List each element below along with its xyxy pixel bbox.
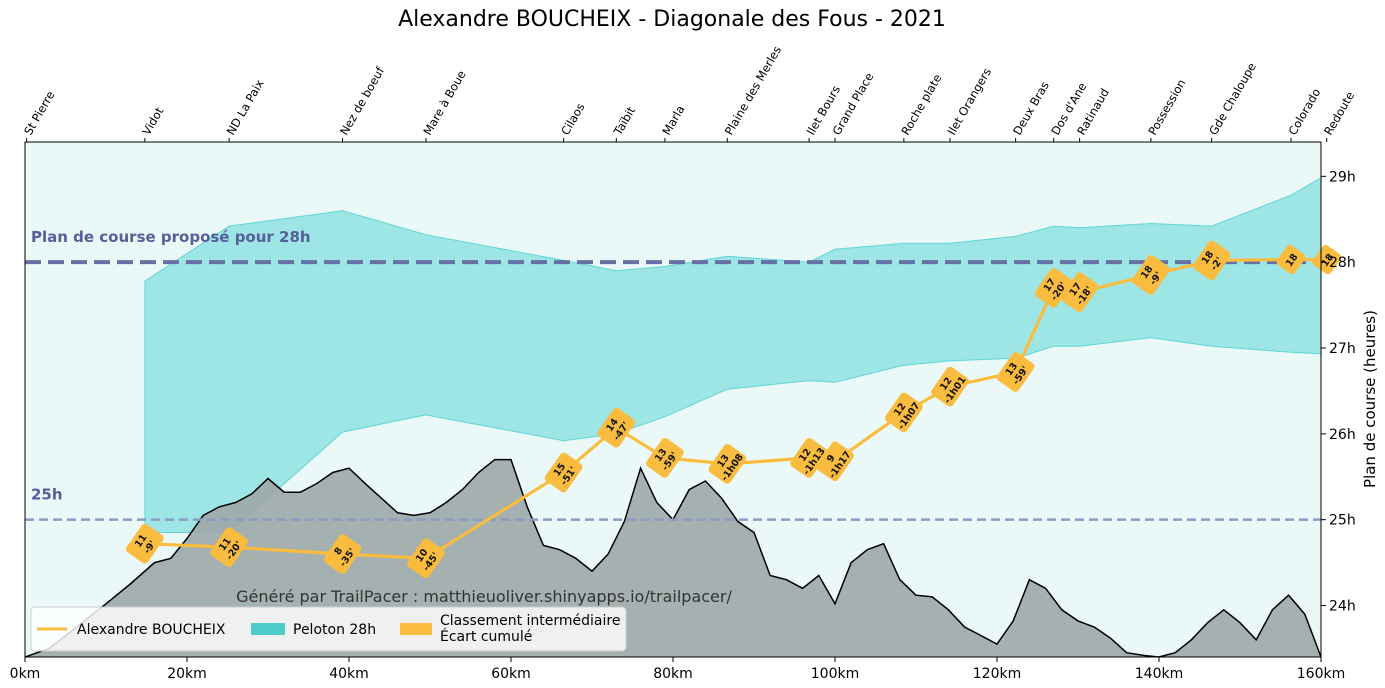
elevation-outline <box>25 458 1321 657</box>
x-tick-label: 40km <box>329 666 369 682</box>
checkpoint-badge: 18 <box>1276 245 1306 275</box>
y-tick-label: 29h <box>1329 169 1356 185</box>
checkpoint-badge: 10-45' <box>407 538 445 579</box>
badge-box <box>1276 245 1306 275</box>
x-axis: 0km 20km 40km 60km 80km 100km 120km 140km 160km <box>10 657 1345 682</box>
badge-box <box>407 538 445 579</box>
checkpoint-label: Colorado <box>1285 86 1323 138</box>
checkpoint-label: Possession <box>1145 77 1188 138</box>
checkpoint-label: St Pierre <box>21 88 57 137</box>
badge-box <box>1132 255 1170 295</box>
checkpoint-badges-layer: 11-9' 11-20' 8-35' 10-45'15-51'14-47'13-59'… <box>126 240 1342 579</box>
checkpoint-label: Cilaos <box>558 101 587 138</box>
legend-swatch-classement <box>400 623 432 635</box>
legend-box <box>30 606 627 652</box>
checkpoint-label: Roche plate <box>898 72 944 138</box>
credit-text: Généré par TrailPacer : matthieuoliver.s… <box>236 587 732 606</box>
x-tick-label: 20km <box>167 666 207 682</box>
checkpoint-label: Plaine des Merles <box>722 44 784 138</box>
badge-box <box>708 444 747 484</box>
y-tick-label: 28h <box>1329 255 1356 271</box>
badge-rank: 9 <box>825 453 838 465</box>
x-tick-label: 0km <box>10 666 41 682</box>
checkpoint-label: Deux Bras <box>1010 79 1052 137</box>
checkpoint-badge: 13-59' <box>996 352 1035 392</box>
checkpoint-badge: 18-2' <box>1192 240 1231 281</box>
y-tick-label: 24h <box>1329 599 1356 615</box>
checkpoint-badge: 15-51' <box>544 452 583 493</box>
checkpoint-label: Taïbit <box>610 104 638 139</box>
reference-label-25h: 25h <box>31 486 63 504</box>
checkpoint-badge: 18 <box>1312 245 1342 275</box>
checkpoint-label: Mare à Boue <box>420 68 468 138</box>
checkpoint-labels: St Pierre Vidot ND La Paix Nez de boeuf Mare… <box>21 44 1357 142</box>
badge-box <box>1060 272 1099 313</box>
peloton-band <box>144 177 1321 533</box>
badge-box <box>885 392 923 433</box>
legend-swatch-peloton <box>251 623 285 635</box>
x-tick-label: 160km <box>1297 666 1345 682</box>
reference-lines-layer: Plan de course proposé pour 28h 25h <box>25 228 1321 521</box>
checkpoint-label: Gde Chaloupe <box>1206 60 1259 137</box>
x-tick-label: 80km <box>653 666 693 682</box>
badge-box <box>1034 268 1073 308</box>
x-tick-label: 140km <box>1135 666 1183 682</box>
checkpoint-badge: 14-47' <box>597 407 636 448</box>
checkpoint-label: ND La Paix <box>224 77 267 138</box>
y-axis-label: Plan de course (heures) <box>1361 310 1379 488</box>
badge-box <box>544 452 583 493</box>
checkpoint-label: Marla <box>659 103 687 138</box>
legend-label-athlete: Alexandre BOUCHEIX <box>77 622 226 638</box>
y-tick-label: 27h <box>1329 341 1356 357</box>
checkpoint-label: Vidot <box>139 104 166 137</box>
badge-box <box>996 352 1035 392</box>
y-tick-label: 25h <box>1329 513 1356 529</box>
y-tick-label: 26h <box>1329 427 1356 443</box>
x-tick-label: 120km <box>973 666 1021 682</box>
badge-box <box>646 438 684 478</box>
checkpoint-label: Ilet Orangers <box>944 65 994 137</box>
checkpoint-label: Nez de boeuf <box>337 64 388 138</box>
chart-title: Alexandre BOUCHEIX - Diagonale des Fous … <box>398 7 946 32</box>
badge-box <box>126 523 164 564</box>
legend: Alexandre BOUCHEIX Peloton 28h Classement … <box>30 606 627 652</box>
badge-box <box>323 534 362 574</box>
badge-box <box>210 527 248 567</box>
checkpoint-label: Redoute <box>1321 89 1357 137</box>
badge-box <box>1192 240 1231 281</box>
badge-box <box>931 366 969 407</box>
badge-box <box>597 407 636 448</box>
y-axis: 24h 25h 26h 27h 28h 29h <box>1321 169 1356 615</box>
peloton-band-layer <box>144 177 1321 533</box>
checkpoint-badge: 11-9' <box>126 523 164 564</box>
legend-label-classement: Classement intermédiaire <box>440 613 620 629</box>
reference-label-28h: Plan de course proposé pour 28h <box>31 228 311 246</box>
x-tick-label: 60km <box>491 666 531 682</box>
badge-box <box>816 441 854 482</box>
legend-label-ecart: Écart cumulé <box>440 628 532 645</box>
checkpoint-label: Grand Place <box>829 70 876 137</box>
checkpoint-badge: 13-1h08 <box>708 444 747 484</box>
checkpoint-badge: 18-9' <box>1132 255 1170 295</box>
x-tick-label: 100km <box>811 666 859 682</box>
legend-label-peloton: Peloton 28h <box>293 622 376 638</box>
badge-box <box>1312 245 1342 275</box>
badge-box <box>790 438 828 478</box>
